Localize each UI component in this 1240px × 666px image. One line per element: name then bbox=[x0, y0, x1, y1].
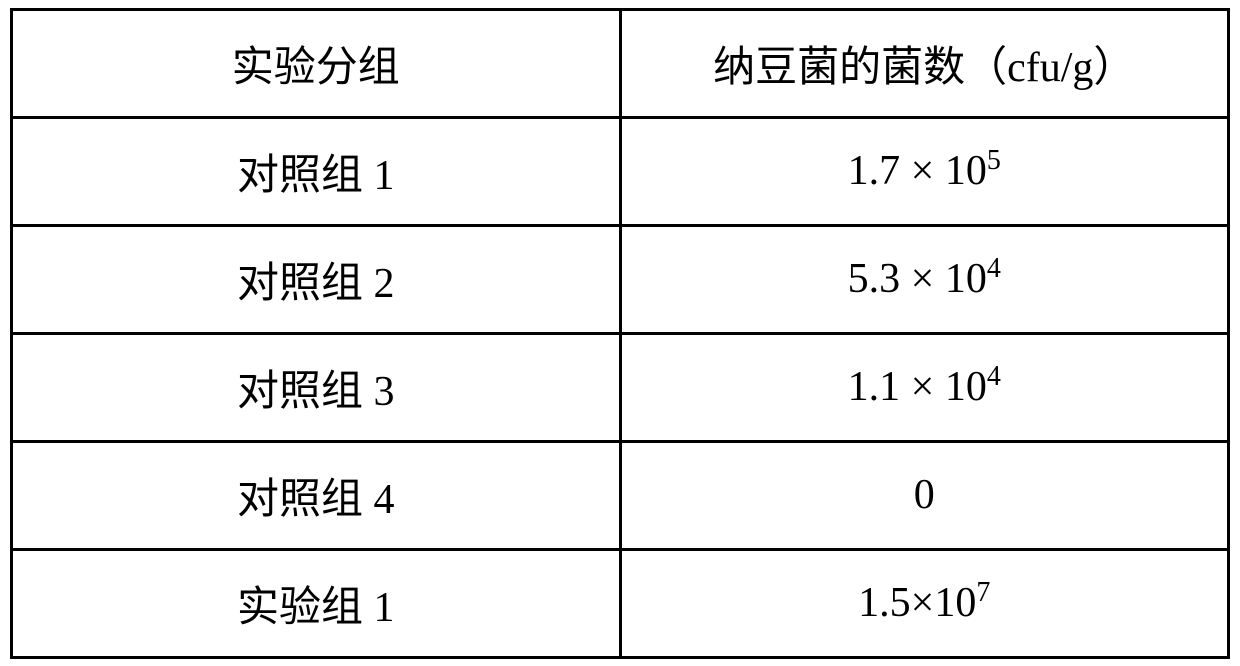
table-row: 对照组 2 5.3 × 104 bbox=[12, 225, 1229, 333]
count-base: 1.5×10 bbox=[858, 580, 976, 626]
count-exp: 4 bbox=[987, 361, 1001, 392]
table-row: 实验组 1 1.5×107 bbox=[12, 549, 1229, 657]
header-cell-group: 实验分组 bbox=[12, 9, 621, 117]
group-cell: 对照组 3 bbox=[12, 333, 621, 441]
group-cell: 对照组 4 bbox=[12, 441, 621, 549]
group-cell: 实验组 1 bbox=[12, 549, 621, 657]
count-base: 0 bbox=[914, 472, 935, 518]
count-cell: 5.3 × 104 bbox=[620, 225, 1229, 333]
table-row: 对照组 4 0 bbox=[12, 441, 1229, 549]
data-table: 实验分组 纳豆菌的菌数（cfu/g） 对照组 1 1.7 × 105 对照组 2… bbox=[10, 8, 1230, 659]
group-cell: 对照组 2 bbox=[12, 225, 621, 333]
count-cell: 0 bbox=[620, 441, 1229, 549]
header-cell-count: 纳豆菌的菌数（cfu/g） bbox=[620, 9, 1229, 117]
count-cell: 1.5×107 bbox=[620, 549, 1229, 657]
table-row: 对照组 3 1.1 × 104 bbox=[12, 333, 1229, 441]
count-cell: 1.7 × 105 bbox=[620, 117, 1229, 225]
count-base: 1.1 × 10 bbox=[848, 364, 987, 410]
count-cell: 1.1 × 104 bbox=[620, 333, 1229, 441]
count-exp: 7 bbox=[976, 577, 990, 608]
count-exp: 5 bbox=[987, 145, 1001, 176]
group-cell: 对照组 1 bbox=[12, 117, 621, 225]
table-row: 对照组 1 1.7 × 105 bbox=[12, 117, 1229, 225]
table-header-row: 实验分组 纳豆菌的菌数（cfu/g） bbox=[12, 9, 1229, 117]
count-exp: 4 bbox=[987, 253, 1001, 284]
count-base: 1.7 × 10 bbox=[848, 148, 987, 194]
count-base: 5.3 × 10 bbox=[848, 256, 987, 302]
